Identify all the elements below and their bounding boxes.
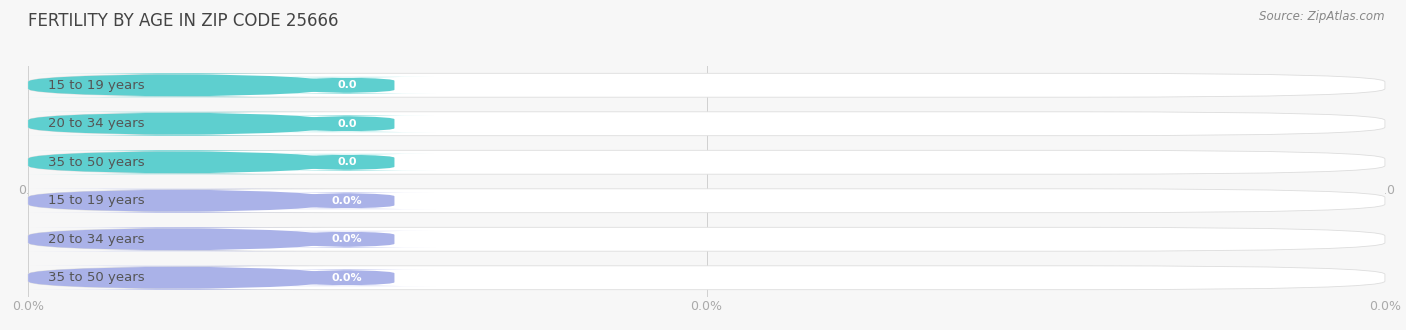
FancyBboxPatch shape: [28, 73, 1385, 97]
Text: 0.0%: 0.0%: [332, 196, 363, 206]
FancyBboxPatch shape: [28, 150, 326, 174]
FancyBboxPatch shape: [259, 77, 436, 94]
FancyBboxPatch shape: [259, 231, 436, 248]
FancyBboxPatch shape: [259, 269, 436, 286]
Text: 0.0%: 0.0%: [332, 273, 363, 283]
FancyBboxPatch shape: [28, 73, 326, 97]
Text: 0.0: 0.0: [337, 119, 357, 129]
Text: 35 to 50 years: 35 to 50 years: [48, 156, 145, 169]
Text: 15 to 19 years: 15 to 19 years: [48, 194, 145, 207]
FancyBboxPatch shape: [259, 154, 436, 171]
Text: 15 to 19 years: 15 to 19 years: [48, 79, 145, 92]
FancyBboxPatch shape: [28, 189, 1385, 213]
Text: 20 to 34 years: 20 to 34 years: [48, 233, 145, 246]
FancyBboxPatch shape: [28, 150, 1385, 174]
Text: 0.0: 0.0: [337, 157, 357, 167]
FancyBboxPatch shape: [28, 112, 326, 136]
Text: Source: ZipAtlas.com: Source: ZipAtlas.com: [1260, 10, 1385, 23]
Text: 35 to 50 years: 35 to 50 years: [48, 271, 145, 284]
FancyBboxPatch shape: [259, 192, 436, 209]
Text: FERTILITY BY AGE IN ZIP CODE 25666: FERTILITY BY AGE IN ZIP CODE 25666: [28, 12, 339, 30]
FancyBboxPatch shape: [28, 189, 326, 213]
FancyBboxPatch shape: [28, 227, 1385, 251]
Text: 0.0%: 0.0%: [332, 234, 363, 244]
FancyBboxPatch shape: [28, 112, 1385, 136]
FancyBboxPatch shape: [28, 266, 326, 290]
Text: 0.0: 0.0: [337, 80, 357, 90]
FancyBboxPatch shape: [259, 115, 436, 132]
Text: 20 to 34 years: 20 to 34 years: [48, 117, 145, 130]
FancyBboxPatch shape: [28, 227, 326, 251]
FancyBboxPatch shape: [28, 266, 1385, 290]
